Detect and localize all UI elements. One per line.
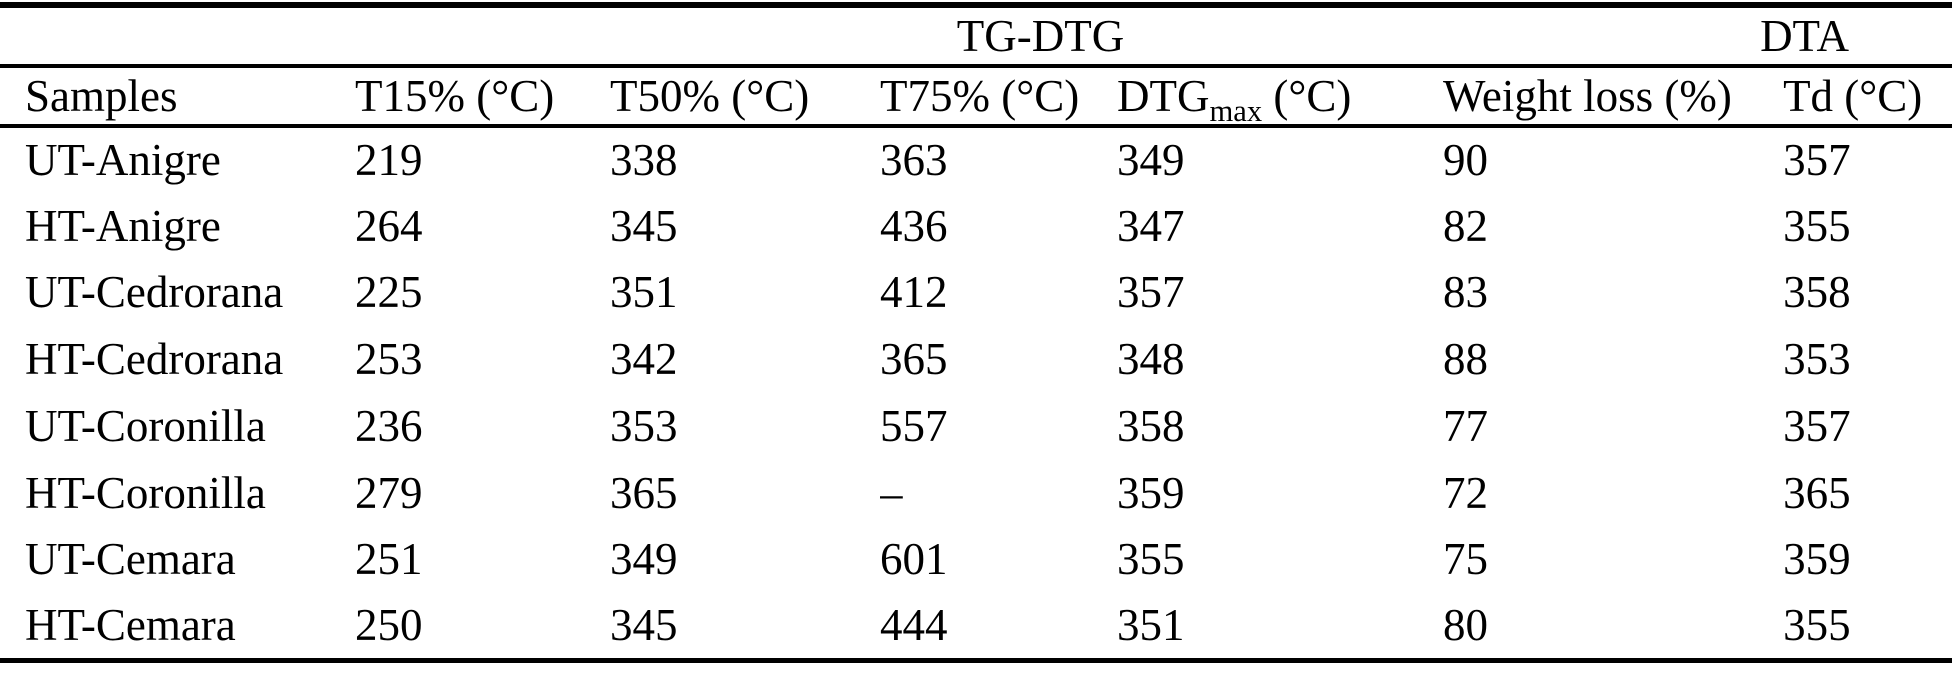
group-header-dta: DTA <box>1760 5 1952 68</box>
table-row: UT-Coronilla 236 353 557 358 77 357 <box>0 393 1952 460</box>
column-header-samples: Samples <box>0 66 355 128</box>
cell-weight-loss: 90 <box>1443 134 1488 185</box>
cell-t15: 225 <box>355 267 423 318</box>
column-header-dtgmax-suffix: (°C) <box>1262 70 1352 121</box>
cell-t15: 253 <box>355 334 423 385</box>
cell-t75: – <box>880 467 903 518</box>
cell-t75: 601 <box>880 534 948 585</box>
cell-t15: 264 <box>355 200 423 251</box>
column-header-t50: T50% (°C) <box>610 66 880 128</box>
cell-t50: 349 <box>610 534 678 585</box>
cell-weight-loss: 83 <box>1443 267 1488 318</box>
table-row: UT-Cemara 251 349 601 355 75 359 <box>0 527 1952 594</box>
column-header-row: Samples T15% (°C) T50% (°C) T75% (°C) DT… <box>0 66 1952 128</box>
table-row: HT-Cedrorana 253 342 365 348 88 353 <box>0 326 1952 393</box>
cell-t50: 338 <box>610 134 678 185</box>
group-header-empty <box>0 5 355 68</box>
cell-t15: 219 <box>355 134 423 185</box>
cell-dtgmax: 358 <box>1117 400 1185 451</box>
cell-t50: 342 <box>610 334 678 385</box>
cell-dtgmax: 348 <box>1117 334 1185 385</box>
cell-t75: 412 <box>880 267 948 318</box>
table-row: HT-Coronilla 279 365 – 359 72 365 <box>0 460 1952 527</box>
cell-weight-loss: 82 <box>1443 200 1488 251</box>
cell-sample: UT-Coronilla <box>25 400 266 451</box>
cell-td: 355 <box>1783 599 1851 650</box>
cell-weight-loss: 88 <box>1443 334 1488 385</box>
cell-t75: 365 <box>880 334 948 385</box>
cell-t15: 251 <box>355 534 423 585</box>
cell-t50: 353 <box>610 400 678 451</box>
cell-sample: UT-Cedrorana <box>25 267 284 318</box>
cell-sample: HT-Anigre <box>25 200 221 251</box>
table-row: HT-Anigre 264 345 436 347 82 355 <box>0 193 1952 260</box>
cell-t15: 236 <box>355 400 423 451</box>
cell-t75: 444 <box>880 599 948 650</box>
cell-dtgmax: 359 <box>1117 467 1185 518</box>
cell-td: 359 <box>1783 534 1851 585</box>
cell-td: 357 <box>1783 400 1851 451</box>
cell-t75: 557 <box>880 400 948 451</box>
table-row: UT-Cedrorana 225 351 412 357 83 358 <box>0 260 1952 327</box>
cell-t75: 363 <box>880 134 948 185</box>
cell-t15: 250 <box>355 599 423 650</box>
group-header-row: TG-DTG DTA <box>0 5 1952 68</box>
cell-t15: 279 <box>355 467 423 518</box>
cell-td: 357 <box>1783 134 1851 185</box>
table-row: UT-Anigre 219 338 363 349 90 357 <box>0 126 1952 193</box>
column-header-dtgmax-base: DTG <box>1117 70 1210 121</box>
cell-td: 365 <box>1783 467 1851 518</box>
cell-sample: UT-Anigre <box>25 134 221 185</box>
cell-weight-loss: 75 <box>1443 534 1488 585</box>
cell-sample: UT-Cemara <box>25 534 236 585</box>
column-header-dtgmax: DTGmax (°C) <box>1117 66 1443 128</box>
cell-dtgmax: 357 <box>1117 267 1185 318</box>
column-header-weight-loss: Weight loss (%) <box>1443 66 1761 128</box>
column-header-td: Td (°C) <box>1760 66 1952 128</box>
cell-td: 355 <box>1783 200 1851 251</box>
cell-weight-loss: 80 <box>1443 599 1488 650</box>
cell-dtgmax: 349 <box>1117 134 1185 185</box>
cell-t50: 351 <box>610 267 678 318</box>
table-row: HT-Cemara 250 345 444 351 80 355 <box>0 593 1952 660</box>
column-header-t15: T15% (°C) <box>355 66 610 128</box>
column-header-dtgmax-sub: max <box>1209 93 1263 126</box>
cell-weight-loss: 77 <box>1443 400 1488 451</box>
cell-t75: 436 <box>880 200 948 251</box>
cell-t50: 365 <box>610 467 678 518</box>
group-header-tg-dtg: TG-DTG <box>355 5 1761 68</box>
cell-dtgmax: 347 <box>1117 200 1185 251</box>
cell-dtgmax: 355 <box>1117 534 1185 585</box>
column-header-t75: T75% (°C) <box>880 66 1117 128</box>
cell-sample: HT-Cedrorana <box>25 334 284 385</box>
thermal-analysis-table: TG-DTG DTA Samples T15% (°C) T50% (°C) T… <box>0 2 1952 663</box>
cell-weight-loss: 72 <box>1443 467 1488 518</box>
cell-dtgmax: 351 <box>1117 599 1185 650</box>
table-container: TG-DTG DTA Samples T15% (°C) T50% (°C) T… <box>0 2 1952 663</box>
cell-sample: HT-Coronilla <box>25 467 266 518</box>
cell-td: 353 <box>1783 334 1851 385</box>
cell-t50: 345 <box>610 200 678 251</box>
cell-td: 358 <box>1783 267 1851 318</box>
cell-sample: HT-Cemara <box>25 599 236 650</box>
cell-t50: 345 <box>610 599 678 650</box>
